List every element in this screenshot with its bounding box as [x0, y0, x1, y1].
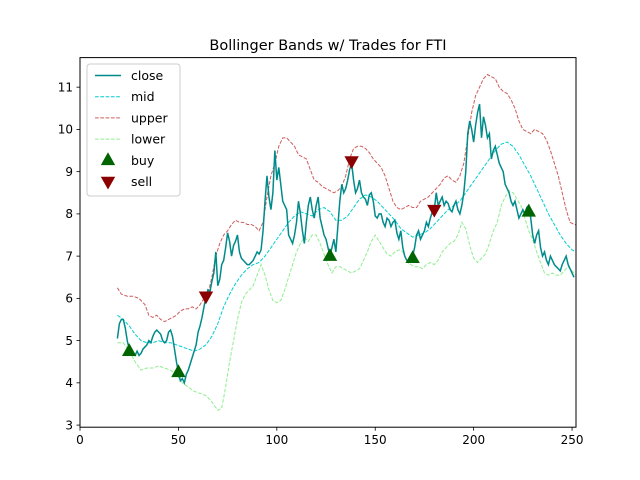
- y-tick-label: 4: [65, 376, 73, 390]
- plot-area: [116, 73, 577, 411]
- legend-label-lower: lower: [131, 132, 166, 147]
- x-tick-label: 150: [364, 433, 387, 447]
- y-tick-label: 9: [65, 165, 73, 179]
- series-lower-line: [117, 189, 577, 411]
- y-tick-label: 11: [58, 80, 73, 94]
- buy-marker: [122, 343, 137, 356]
- y-tick-label: 7: [65, 249, 73, 263]
- x-tick-label: 250: [561, 433, 584, 447]
- sell-marker: [344, 156, 359, 170]
- series-mid-line: [117, 141, 577, 352]
- series-close-line: [116, 103, 575, 386]
- plot-frame: [79, 57, 577, 428]
- axes: 0 50 100 150 200 250 3 4 5 6 7 8 9 10 11: [58, 80, 584, 447]
- legend-label-mid: mid: [131, 89, 155, 104]
- x-tick-label: 100: [265, 433, 288, 447]
- legend-swatch-sell: [100, 176, 116, 190]
- y-tick-label: 6: [65, 292, 73, 306]
- y-tick-label: 3: [65, 418, 73, 432]
- y-tick-label: 10: [58, 123, 73, 137]
- legend-label-sell: sell: [131, 174, 152, 189]
- buy-marker: [405, 250, 420, 264]
- legend: close mid upper lower buy sell: [86, 63, 181, 197]
- sell-marker: [427, 204, 442, 218]
- y-tick-label: 8: [65, 207, 73, 221]
- x-tick-label: 50: [171, 433, 186, 447]
- legend-label-close: close: [131, 68, 164, 83]
- legend-label-upper: upper: [131, 110, 168, 125]
- sell-marker: [198, 291, 214, 305]
- buy-marker: [322, 248, 338, 261]
- legend-swatch-buy: [100, 152, 116, 166]
- buy-marker: [521, 203, 536, 217]
- chart-title: Bollinger Bands w/ Trades for FTI: [209, 38, 446, 54]
- y-tick-label: 5: [65, 334, 73, 348]
- legend-label-buy: buy: [131, 153, 155, 168]
- x-tick-label: 200: [462, 433, 485, 447]
- series-upper-line: [116, 73, 576, 323]
- x-tick-label: 0: [76, 433, 84, 447]
- buy-marker: [171, 364, 186, 378]
